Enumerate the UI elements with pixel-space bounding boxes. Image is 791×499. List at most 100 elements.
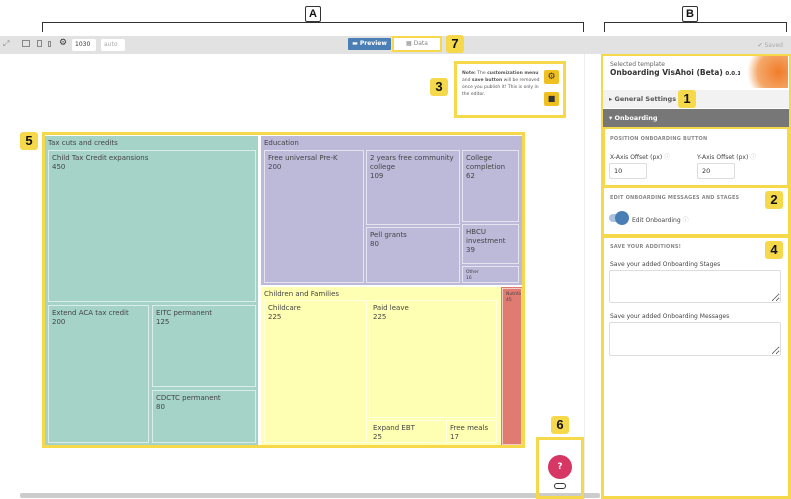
editor-toolbar: ⤢ ⚙ 1030 auto	[0, 36, 600, 54]
tile-label: Childcare	[268, 304, 301, 312]
tile-value: 450	[52, 163, 66, 171]
edit-heading: EDIT ONBOARDING MESSAGES AND STAGES	[610, 195, 740, 201]
toggle-knob	[615, 211, 629, 225]
treemap-tile[interactable]: Paid leave 225	[369, 300, 497, 418]
info-icon: ⓘ	[664, 154, 671, 161]
treemap-tile[interactable]: College completion 62	[462, 150, 519, 222]
customize-gear-button[interactable]: ⚙	[544, 70, 559, 84]
info-icon: ⓘ	[682, 217, 689, 224]
tile-label: Paid leave	[373, 304, 409, 312]
tile-value: 80	[370, 240, 379, 248]
save-heading: SAVE YOUR ADDITIONS!	[610, 244, 682, 250]
annotation-a: A	[305, 6, 321, 22]
general-settings-section[interactable]: ▸ General Settings	[603, 90, 789, 108]
tile-label: 2 years free community college	[370, 154, 454, 171]
stages-textarea[interactable]	[609, 270, 781, 303]
height-input[interactable]: auto	[101, 39, 125, 51]
expand-icon[interactable]: ⤢	[3, 39, 10, 48]
save-additions-highlight	[601, 235, 791, 499]
preview-button[interactable]: ▬ Preview	[348, 38, 391, 50]
treemap-tile[interactable]: Childcare 225	[264, 300, 367, 443]
tile-value: 25	[373, 433, 382, 441]
bracket-b	[604, 22, 787, 32]
treemap-tile[interactable]: HBCU investment 39	[462, 224, 519, 264]
gear-icon: ⚙	[547, 72, 556, 82]
bracket-a	[42, 22, 584, 32]
data-label: Data	[413, 40, 428, 47]
tile-value: 109	[370, 172, 384, 180]
tile-value: 17	[450, 433, 459, 441]
tile-label: Pell grants	[370, 231, 407, 239]
preview-label: Preview	[359, 40, 387, 47]
template-header: Selected template Onboarding VisAhoi (Be…	[610, 61, 745, 77]
messages-textarea[interactable]	[609, 322, 781, 356]
treemap-tile[interactable]: Free meals 17	[446, 420, 497, 443]
tile-label: HBCU investment	[466, 228, 506, 245]
tile-label: CDCTC permanent	[156, 394, 221, 402]
template-name: Onboarding VisAhoi (Beta) 0.0.15	[610, 68, 745, 77]
annotation-4: 4	[765, 241, 783, 259]
treemap-highlight	[42, 132, 525, 448]
annotation-b: B	[682, 6, 698, 22]
tile-value: 45	[506, 298, 512, 303]
horizontal-scrollbar[interactable]	[20, 493, 600, 498]
gear-icon[interactable]: ⚙	[59, 38, 68, 48]
desktop-icon[interactable]	[22, 40, 30, 47]
treemap-tile[interactable]: 2 years free community college 109	[366, 150, 460, 225]
x-offset-input[interactable]: 10	[609, 163, 647, 179]
tile-value: 225	[373, 313, 387, 321]
treemap-tile[interactable]: Nutrition45	[502, 288, 522, 445]
treemap-tile[interactable]: Child Tax Credit expansions 450	[48, 150, 256, 302]
edit-onboarding-highlight	[601, 185, 791, 237]
d3-logo	[740, 56, 788, 88]
tile-value: 125	[156, 318, 170, 326]
treemap-tile[interactable]: Other 16	[462, 266, 519, 283]
tile-value: 200	[52, 318, 66, 326]
annotation-2: 2	[765, 191, 783, 209]
phone-icon[interactable]	[48, 41, 51, 47]
annotation-7: 7	[446, 35, 464, 53]
selected-template-label: Selected template	[610, 61, 666, 68]
treemap-tile[interactable]: Free universal Pre-K 200	[264, 150, 364, 283]
data-button[interactable]: ▦ Data	[392, 36, 442, 52]
tile-value: 16	[466, 276, 472, 281]
customization-note: Note: The customization menu and save bu…	[462, 71, 540, 97]
x-offset-label: X-Axis Offset (px) ⓘ	[610, 154, 671, 161]
treemap-tile[interactable]: Pell grants 80	[366, 227, 460, 283]
table-icon: ▦	[406, 40, 414, 47]
tile-label: Expand EBT	[373, 424, 415, 432]
tile-value: 62	[466, 172, 475, 180]
stages-label: Save your added Onboarding Stages	[610, 261, 721, 268]
tile-label: Child Tax Credit expansions	[52, 154, 149, 162]
toggle-visibility-icon[interactable]	[554, 483, 566, 489]
tile-value: 200	[268, 163, 282, 171]
onboarding-help-button[interactable]: ?	[548, 455, 572, 479]
annotation-1: 1	[678, 90, 696, 108]
treemap-tile[interactable]: Expand EBT 25	[369, 420, 444, 443]
onboarding-section[interactable]: ▾ Onboarding	[603, 109, 789, 127]
width-input[interactable]: 1030	[72, 39, 96, 51]
tile-label: EITC permanent	[156, 309, 213, 317]
preview-icon: ▬	[352, 40, 360, 47]
y-offset-input[interactable]: 20	[697, 163, 735, 179]
save-button[interactable]: ■	[544, 92, 559, 106]
tablet-icon[interactable]	[37, 40, 42, 47]
treemap-tile[interactable]: CDCTC permanent 80	[152, 390, 256, 443]
save-icon: ■	[547, 94, 556, 103]
treemap-tile[interactable]: EITC permanent 125	[152, 305, 256, 387]
tile-label: Free universal Pre-K	[268, 154, 338, 162]
tile-label: Extend ACA tax credit	[52, 309, 129, 317]
tile-value: 225	[268, 313, 282, 321]
tile-label: Nutrition	[506, 292, 521, 297]
tile-value: 39	[466, 246, 475, 254]
annotation-3: 3	[430, 78, 448, 96]
messages-label: Save your added Onboarding Messages	[610, 313, 730, 320]
tile-label: College completion	[466, 154, 506, 171]
edit-onboarding-label: Edit Onboarding ⓘ	[632, 217, 689, 224]
edit-onboarding-toggle[interactable]	[609, 211, 629, 225]
position-heading: POSITION ONBOARDING BUTTON	[610, 136, 708, 142]
annotation-6: 6	[551, 416, 569, 434]
treemap-tile[interactable]: Extend ACA tax credit 200	[48, 305, 149, 443]
info-icon: ⓘ	[750, 154, 757, 161]
help-button-highlight	[536, 437, 584, 499]
